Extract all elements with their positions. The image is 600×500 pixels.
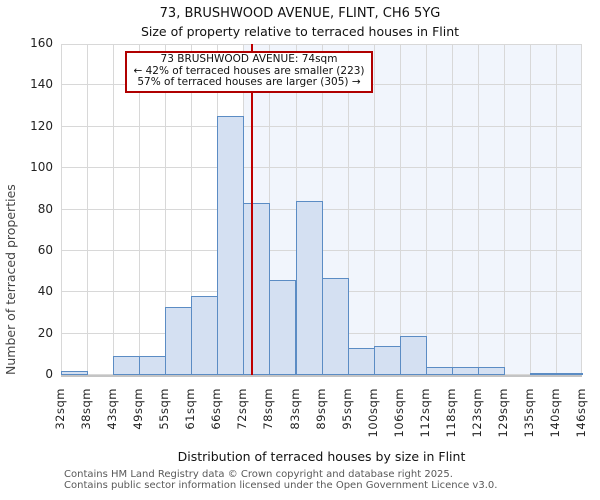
x-tick-label: 78sqm (261, 388, 276, 430)
vertical-gridline (61, 44, 62, 375)
x-tick-label: 118sqm (443, 388, 458, 438)
vertical-gridline (347, 44, 349, 375)
x-axis-line (61, 375, 582, 377)
y-tick-label: 80 (37, 201, 53, 216)
property-annotation-box: 73 BRUSHWOOD AVENUE: 74sqm ← 42% of terr… (125, 51, 373, 93)
property-size-marker-line (251, 44, 253, 375)
vertical-gridline (139, 44, 141, 375)
x-tick-label: 129sqm (495, 388, 510, 438)
vertical-gridline (165, 44, 167, 375)
y-tick-label: 160 (30, 36, 53, 50)
histogram-bar (477, 366, 505, 375)
annotation-smaller-line: ← 42% of terraced houses are smaller (22… (133, 64, 365, 77)
histogram-bar (399, 335, 427, 375)
annotation-property-line: 73 BRUSHWOOD AVENUE: 74sqm (160, 53, 338, 65)
x-tick-label: 135sqm (521, 388, 536, 438)
x-tick-label: 66sqm (209, 388, 224, 430)
y-tick-label: 0 (45, 367, 53, 381)
histogram-bar (425, 366, 453, 375)
y-tick-label: 120 (30, 118, 53, 133)
chart-subtitle: Size of property relative to terraced ho… (140, 24, 460, 39)
y-tick-label: 140 (30, 77, 53, 92)
vertical-gridline (451, 44, 453, 375)
histogram-bar (555, 372, 583, 375)
histogram-bar (321, 277, 349, 375)
x-tick-label: 140sqm (548, 388, 562, 438)
x-tick-label: 146sqm (574, 388, 588, 438)
histogram-bar (113, 356, 141, 375)
y-tick-label: 100 (30, 160, 53, 175)
vertical-gridline (113, 44, 115, 375)
vertical-gridline (529, 44, 531, 375)
histogram-bar (165, 306, 193, 375)
histogram-bar (139, 356, 167, 375)
horizontal-gridline (61, 125, 582, 127)
vertical-gridline (191, 44, 193, 375)
histogram-bar (61, 370, 89, 375)
vertical-gridline (425, 44, 427, 375)
histogram-bar (347, 348, 375, 375)
histogram-bar (191, 296, 219, 375)
footer-attribution-2: Contains public sector information licen… (64, 480, 498, 491)
histogram-bar (217, 116, 245, 375)
x-tick-label: 123sqm (469, 388, 484, 438)
y-tick-label: 40 (37, 284, 53, 299)
x-tick-label: 95sqm (339, 388, 354, 430)
vertical-gridline (477, 44, 479, 375)
histogram-bar (295, 201, 323, 375)
histogram-bar (373, 346, 401, 375)
footer-attribution-1: Contains HM Land Registry data © Crown c… (64, 469, 453, 480)
x-tick-label: 112sqm (417, 388, 432, 438)
annotation-larger-line: 57% of terraced houses are larger (305) … (137, 76, 361, 88)
x-tick-label: 49sqm (131, 388, 146, 430)
x-tick-label: 43sqm (105, 388, 120, 430)
vertical-gridline (399, 44, 401, 375)
y-tick-label: 20 (37, 325, 53, 340)
vertical-gridline (373, 44, 375, 375)
histogram-bar (451, 366, 479, 375)
horizontal-gridline (61, 167, 582, 169)
chart-title: 73, BRUSHWOOD AVENUE, FLINT, CH6 5YG (159, 6, 441, 21)
x-tick-label: 61sqm (183, 388, 198, 430)
histogram-bar (269, 279, 297, 375)
x-tick-label: 55sqm (157, 388, 172, 430)
vertical-gridline (581, 44, 582, 375)
x-tick-label: 72sqm (235, 388, 250, 430)
x-tick-label: 100sqm (365, 388, 380, 438)
vertical-gridline (87, 44, 89, 375)
x-tick-label: 32sqm (53, 388, 67, 430)
x-tick-label: 106sqm (391, 388, 406, 438)
vertical-gridline (503, 44, 505, 375)
x-tick-label: 38sqm (79, 388, 93, 430)
horizontal-gridline (61, 44, 582, 45)
y-tick-label: 60 (37, 242, 53, 257)
x-axis-label: Distribution of terraced houses by size … (177, 449, 466, 464)
x-tick-label: 83sqm (287, 388, 302, 430)
histogram-bar (243, 203, 271, 375)
vertical-gridline (555, 44, 557, 375)
x-tick-label: 89sqm (313, 388, 328, 430)
plot-area (61, 44, 583, 375)
